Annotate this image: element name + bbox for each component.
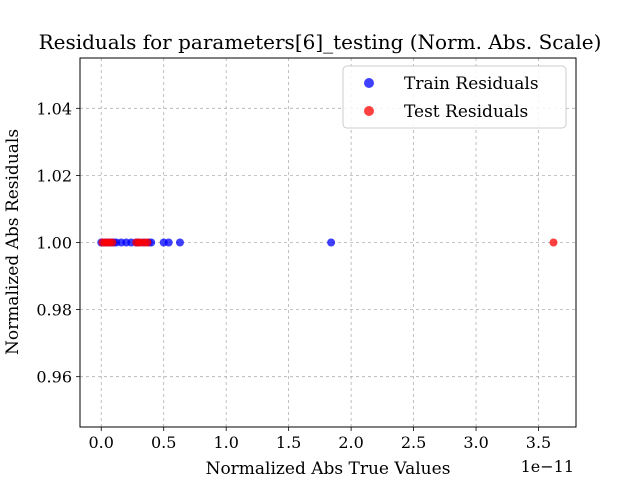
legend-marker-train	[364, 78, 374, 88]
legend: Train Residuals Test Residuals	[342, 65, 567, 129]
train-residual-point	[327, 238, 336, 247]
x-tick-label: 0.0	[89, 433, 114, 452]
x-axis-offset-text: 1e−11	[521, 457, 574, 476]
x-tick-label: 3.0	[463, 433, 488, 452]
train-residual-point	[175, 238, 184, 247]
legend-marker-test	[364, 106, 374, 116]
y-tick-label: 1.00	[36, 234, 72, 253]
train-residual-point	[164, 238, 173, 247]
test-residual-point	[549, 238, 558, 247]
test-residual-point	[108, 238, 117, 247]
x-axis-label: Normalized Abs True Values	[206, 459, 451, 479]
legend-label-test: Test Residuals	[404, 102, 528, 122]
y-axis-label: Normalized Abs Residuals	[3, 129, 23, 355]
y-tick-label: 1.04	[36, 99, 72, 118]
y-tick-label: 0.98	[36, 301, 72, 320]
x-tick-label: 1.0	[213, 433, 238, 452]
test-residual-point	[143, 238, 152, 247]
axis-ticks: 0.0 0.5 1.0 1.5 2.0 2.5 3.0 3.5 0.96 0.98 1.00 1.02…	[36, 99, 551, 452]
chart-title: Residuals for parameters[6]_testing (Nor…	[39, 30, 602, 54]
x-tick-label: 2.0	[338, 433, 363, 452]
y-tick-label: 1.02	[36, 166, 72, 185]
x-tick-label: 3.5	[526, 433, 551, 452]
x-tick-label: 2.5	[401, 433, 426, 452]
data-points	[97, 238, 558, 247]
legend-box	[342, 65, 567, 129]
legend-label-train: Train Residuals	[404, 74, 539, 94]
y-tick-label: 0.96	[36, 368, 72, 387]
x-tick-label: 1.5	[276, 433, 301, 452]
x-tick-label: 0.5	[151, 433, 176, 452]
